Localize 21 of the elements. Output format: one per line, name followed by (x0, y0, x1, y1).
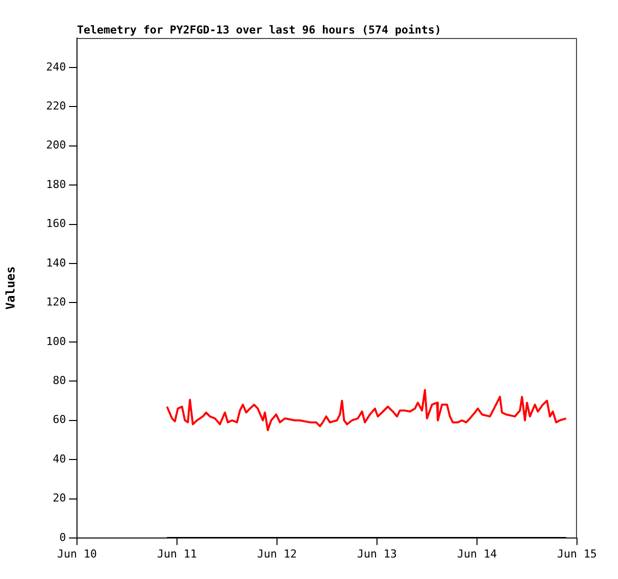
y-tick-label: 180 (46, 178, 66, 191)
x-tick-label: Jun 14 (457, 547, 498, 560)
y-tick-label: 140 (46, 256, 66, 270)
y-tick-label: 120 (46, 296, 66, 309)
y-tick-label: 220 (46, 99, 66, 112)
x-tick-label: Jun 12 (257, 547, 297, 560)
x-tick-label: Jun 15 (557, 547, 597, 560)
y-tick-label: 240 (46, 60, 66, 74)
y-axis-title: Values (3, 266, 18, 310)
y-tick-label: 160 (46, 217, 66, 230)
x-tick-label: Jun 10 (57, 547, 97, 560)
y-tick-label: 60 (52, 413, 66, 426)
y-tick-label: 20 (52, 492, 66, 505)
y-tick-label: 80 (52, 374, 66, 387)
y-tick-label: 200 (46, 138, 66, 152)
x-tick-label: Jun 13 (357, 547, 397, 560)
y-tick-label: 100 (46, 334, 66, 348)
y-tick-label: 0 (59, 530, 66, 544)
chart-title: Telemetry for PY2FGD-13 over last 96 hours (574 points) (77, 23, 442, 36)
y-tick-label: 40 (52, 452, 66, 466)
x-tick-label: Jun 11 (157, 547, 197, 560)
